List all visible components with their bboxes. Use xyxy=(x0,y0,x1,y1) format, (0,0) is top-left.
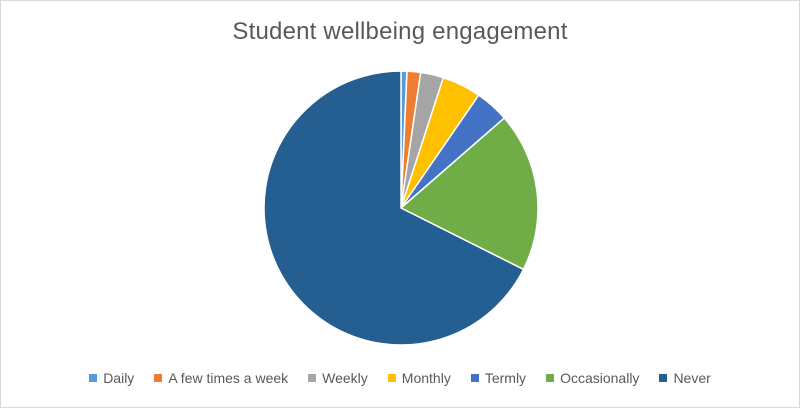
legend-swatch-never xyxy=(659,374,668,382)
legend-item-never: Never xyxy=(659,370,711,386)
legend-label-few-times-a-week: A few times a week xyxy=(168,370,289,386)
legend-label-weekly: Weekly xyxy=(322,370,368,386)
legend: Daily A few times a week Weekly Monthly … xyxy=(0,370,800,386)
legend-label-termly: Termly xyxy=(484,370,527,386)
legend-item-termly: Termly xyxy=(470,370,527,386)
legend-label-never: Never xyxy=(673,370,711,386)
legend-swatch-termly xyxy=(470,374,479,382)
legend-swatch-occasionally xyxy=(546,374,555,382)
chart-title: Student wellbeing engagement xyxy=(232,18,568,45)
legend-item-few-times-a-week: A few times a week xyxy=(154,370,288,386)
pie-slice-occasionally xyxy=(400,117,539,271)
pie-slices xyxy=(263,70,539,346)
legend-label-monthly: Monthly xyxy=(401,370,451,386)
legend-item-monthly: Monthly xyxy=(387,370,451,386)
legend-swatch-weekly xyxy=(308,374,317,382)
legend-swatch-few-times-a-week xyxy=(154,374,163,382)
legend-item-weekly: Weekly xyxy=(308,370,368,386)
legend-item-occasionally: Occasionally xyxy=(546,370,639,386)
legend-item-daily: Daily xyxy=(89,370,134,386)
legend-label-occasionally: Occasionally xyxy=(560,370,640,386)
pie-slice-never xyxy=(263,70,525,346)
legend-swatch-daily xyxy=(89,374,98,382)
legend-swatch-monthly xyxy=(387,374,396,382)
legend-label-daily: Daily xyxy=(103,370,135,386)
